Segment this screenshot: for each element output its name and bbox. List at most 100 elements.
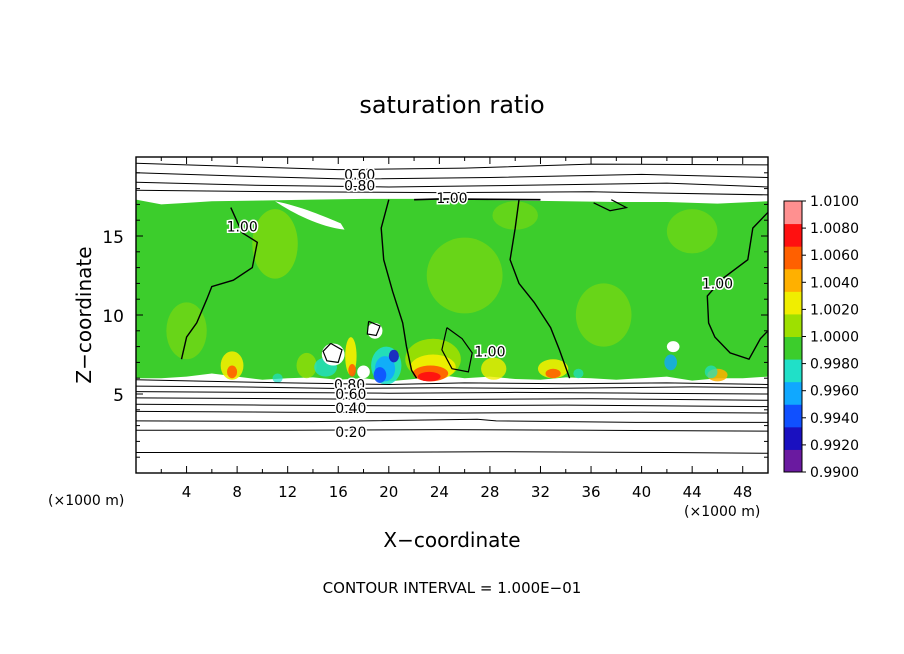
subsaturated-patch bbox=[272, 373, 283, 383]
field-patch bbox=[348, 363, 356, 377]
contour-line bbox=[136, 172, 768, 180]
contour-line bbox=[136, 451, 768, 454]
y-axis-label: Z−coordinate bbox=[72, 246, 96, 383]
y-tick-labels: 5 10 15 bbox=[102, 228, 124, 406]
contour-label: 0.80 bbox=[334, 378, 365, 394]
colorbar-label: 0.9920 bbox=[810, 438, 859, 454]
field-patch bbox=[666, 209, 718, 254]
x-tick-label: 32 bbox=[531, 483, 550, 501]
colorbar-swatch bbox=[784, 336, 802, 360]
contour-label: 1.00 bbox=[702, 276, 733, 292]
x-tick-label: 44 bbox=[683, 483, 702, 501]
field-patch bbox=[575, 283, 632, 347]
x-tick-label: 8 bbox=[232, 483, 242, 501]
x-axis-unit-right: (×1000 m) bbox=[684, 504, 760, 520]
contour-line bbox=[136, 403, 768, 408]
x-tick-label: 24 bbox=[430, 483, 449, 501]
x-tick-label: 20 bbox=[379, 483, 398, 501]
contour-line bbox=[414, 198, 541, 201]
colorbar-labels: 1.0100 1.0080 1.0060 1.0040 1.0020 1.0000 0.99… bbox=[810, 194, 859, 481]
colorbar-label: 0.9960 bbox=[810, 384, 859, 400]
contour-label: 1.00 bbox=[227, 220, 258, 236]
x-tick-label: 4 bbox=[182, 483, 192, 501]
x-tick-labels: 4 8 12 16 20 24 28 32 36 40 44 48 bbox=[182, 483, 752, 501]
contour-labels: 0.600.801.001.001.001.000.800.600.400.20 bbox=[225, 166, 734, 443]
x-tick-label: 40 bbox=[632, 483, 651, 501]
colorbar-swatch bbox=[784, 449, 802, 473]
contour-label: 1.00 bbox=[474, 344, 505, 360]
x-tick-label: 12 bbox=[278, 483, 297, 501]
contour-line bbox=[380, 199, 418, 379]
colorbar-swatch bbox=[784, 201, 802, 225]
colorbar-label: 1.0100 bbox=[810, 194, 859, 210]
contour-label: 0.40 bbox=[335, 401, 366, 417]
saturation-field bbox=[136, 198, 768, 385]
colorbar-label: 0.9980 bbox=[810, 357, 859, 373]
contour-label: 0.60 bbox=[344, 167, 375, 183]
field-patch bbox=[417, 371, 441, 382]
contour-line bbox=[706, 211, 768, 361]
colorbar bbox=[783, 200, 806, 473]
dry-patch bbox=[666, 341, 680, 353]
colorbar-label: 1.0000 bbox=[810, 330, 859, 346]
contour-line bbox=[136, 181, 768, 188]
contour-line bbox=[366, 320, 381, 337]
colorbar-swatch bbox=[784, 359, 802, 383]
axis-ticks bbox=[136, 157, 768, 473]
colorbar-label: 0.9900 bbox=[810, 465, 859, 481]
contour-label: 0.80 bbox=[344, 178, 375, 194]
x-axis-label: X−coordinate bbox=[383, 528, 520, 552]
contour-line bbox=[136, 410, 768, 414]
field-patch bbox=[166, 302, 207, 360]
contour-line bbox=[180, 207, 259, 360]
field-patch bbox=[227, 365, 238, 379]
contour-line bbox=[136, 429, 768, 432]
dry-patch bbox=[367, 322, 383, 339]
subsaturated-patch bbox=[664, 354, 677, 371]
x-tick-label: 28 bbox=[480, 483, 499, 501]
x-tick-label: 16 bbox=[329, 483, 348, 501]
plot-area bbox=[136, 157, 768, 473]
colorbar-label: 0.9940 bbox=[810, 411, 859, 427]
subsaturated-patch bbox=[373, 367, 387, 383]
contour-label: 0.20 bbox=[335, 425, 366, 441]
colorbar-swatch bbox=[784, 313, 802, 337]
y-tick-label: 15 bbox=[102, 228, 124, 248]
contour-label: 1.00 bbox=[436, 191, 467, 207]
colorbar-swatch bbox=[784, 426, 802, 450]
contour-line bbox=[136, 418, 768, 423]
contour-line bbox=[136, 385, 768, 390]
x-tick-label: 36 bbox=[581, 483, 600, 501]
field-patch bbox=[220, 351, 244, 380]
contour-line bbox=[136, 397, 768, 401]
colorbar-swatch bbox=[784, 246, 802, 270]
colorbar-label: 1.0060 bbox=[810, 248, 859, 264]
field-patch bbox=[426, 237, 503, 314]
field-patch bbox=[492, 201, 538, 230]
contour-line bbox=[593, 199, 629, 212]
subsaturated-patch bbox=[388, 349, 399, 363]
dry-patch bbox=[357, 365, 370, 379]
contour-line bbox=[441, 327, 473, 373]
colorbar-swatch bbox=[784, 291, 802, 315]
colorbar-label: 1.0020 bbox=[810, 302, 859, 318]
colorbar-label: 1.0080 bbox=[810, 221, 859, 237]
contour-line bbox=[322, 342, 343, 364]
dry-streak bbox=[275, 201, 345, 230]
x-tick-label: 48 bbox=[733, 483, 752, 501]
colorbar-swatch bbox=[784, 404, 802, 428]
field-patch bbox=[296, 352, 317, 379]
chart-title: saturation ratio bbox=[359, 91, 544, 119]
colorbar-swatch bbox=[784, 381, 802, 405]
y-tick-label: 5 bbox=[113, 386, 124, 406]
contour-line bbox=[136, 379, 768, 386]
contour-line bbox=[136, 189, 768, 196]
colorbar-swatch bbox=[784, 268, 802, 292]
contour-line bbox=[509, 199, 571, 379]
contour-line bbox=[136, 391, 768, 395]
field-patch bbox=[545, 368, 561, 379]
contour-interval-note: CONTOUR INTERVAL = 1.000E−01 bbox=[323, 579, 582, 597]
contour-line bbox=[136, 162, 768, 171]
subsaturated-patch bbox=[573, 368, 584, 379]
